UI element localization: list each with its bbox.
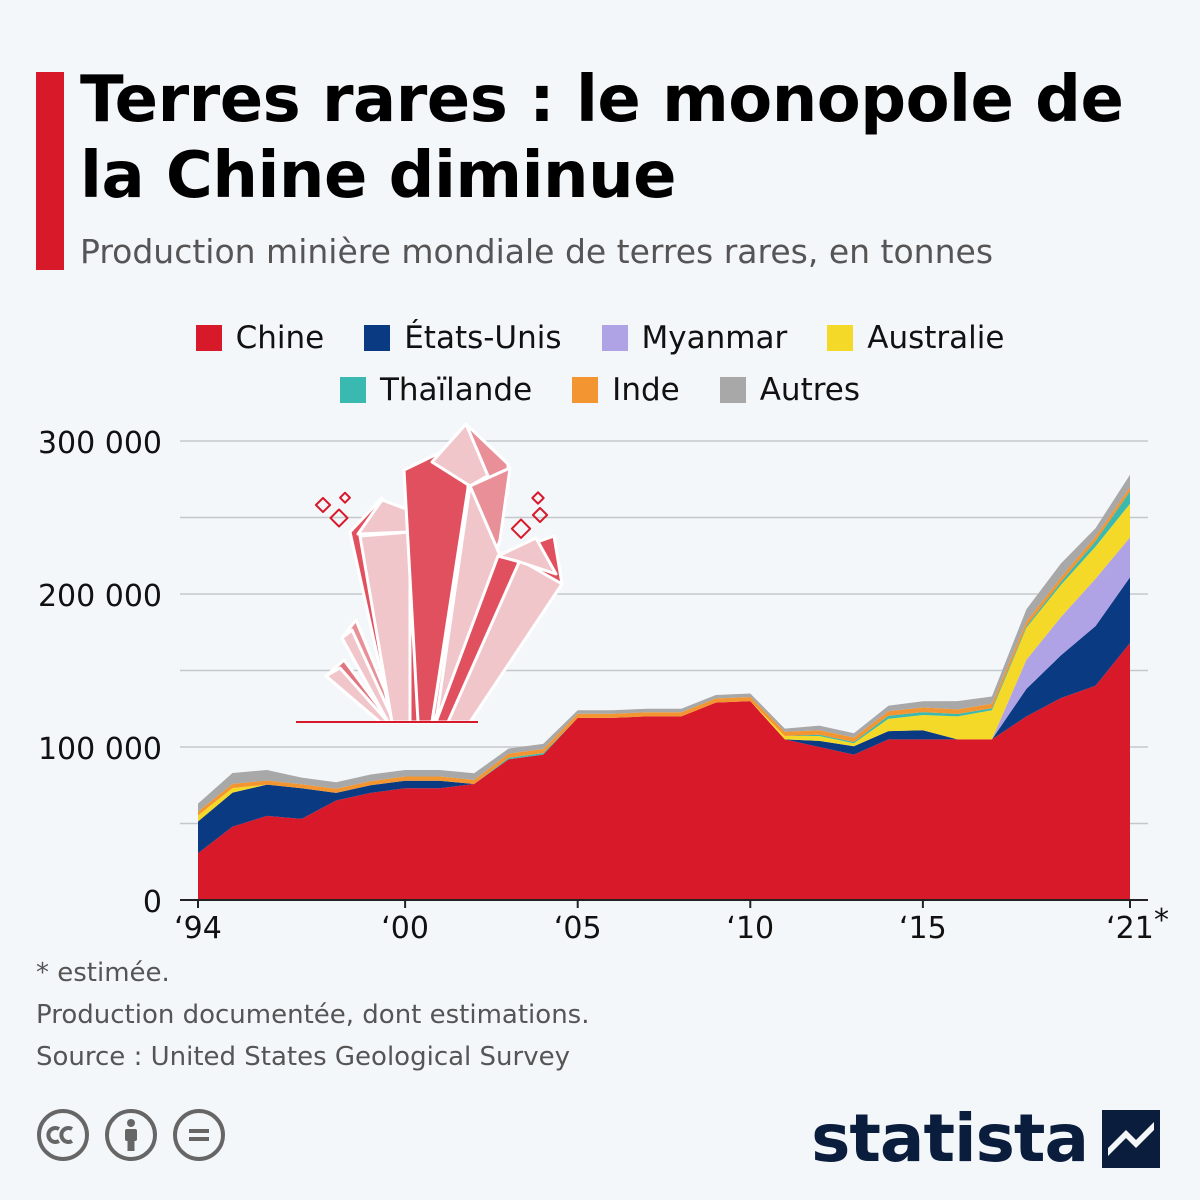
legend-label-myanmar: Myanmar: [641, 320, 788, 356]
legend-swatch-thailande: [339, 377, 366, 403]
statista-logo: statista: [811, 1100, 1160, 1177]
chart-subtitle: Production minière mondiale de terres ra…: [80, 232, 994, 271]
legend-swatch-etats-unis: [364, 325, 391, 351]
attribution-icon: [105, 1109, 157, 1161]
legend-item-chine: Chine: [195, 318, 325, 358]
legend-label-autres: Autres: [759, 372, 861, 408]
x-tick-label: ‘10: [726, 911, 774, 946]
legend-item-thailande: Thaïlande: [339, 370, 533, 410]
legend-label-australie: Australie: [867, 320, 1005, 356]
area-series-autres: [198, 474, 1130, 812]
x-tick-label: ‘94: [174, 911, 222, 946]
legend-item-inde: Inde: [572, 370, 680, 410]
cc-icon: [37, 1109, 89, 1161]
area-series-etats-unis: [198, 577, 1130, 854]
legend-label-chine: Chine: [235, 320, 325, 356]
legend-item-australie: Australie: [827, 318, 1004, 358]
crystal-center-tall: [402, 422, 512, 724]
x-tick-estimate-marker: *: [1154, 903, 1169, 938]
legend-swatch-autres: [719, 377, 746, 403]
legend-swatch-chine: [195, 325, 222, 351]
legend-item-myanmar: Myanmar: [601, 318, 788, 358]
title-accent-bar: [36, 72, 64, 270]
legend-swatch-australie: [827, 325, 854, 351]
statista-logo-icon: [1102, 1109, 1160, 1168]
no-derivatives-icon: [173, 1109, 225, 1161]
chart-title: Terres rares : le monopole de la Chine d…: [80, 63, 1124, 213]
axes: 0 100 000 200 000 300 000 ‘94 ‘00 ‘05 ‘10 ‘15 ‘21…: [38, 426, 1169, 946]
legend-label-thailande: Thaïlande: [379, 372, 533, 408]
y-tick-label: 100 000: [38, 732, 162, 767]
legend-item-autres: Autres: [719, 370, 861, 410]
y-tick-label: 200 000: [38, 579, 162, 614]
legend-label-inde: Inde: [612, 372, 680, 408]
area-series-chine: [198, 643, 1130, 900]
license-icons: [36, 1108, 226, 1162]
sparkle-icons: [314, 491, 549, 539]
brand-name: statista: [811, 1100, 1089, 1177]
x-tick-label: ‘15: [899, 911, 947, 946]
footnote-estimate: * estimée.: [36, 958, 170, 988]
legend-swatch-myanmar: [601, 325, 628, 351]
area-series-layer: [198, 474, 1130, 900]
chart-legend: Chine États-Unis Myanmar Australie Thaïl…: [0, 318, 1200, 410]
legend-label-etats-unis: États-Unis: [404, 320, 562, 356]
x-tick-label: ‘05: [554, 911, 602, 946]
x-tick-label: ‘21: [1106, 911, 1154, 946]
footnote-documented: Production documentée, dont estimations.: [36, 1000, 590, 1030]
source-note: Source : United States Geological Survey: [36, 1042, 570, 1072]
legend-swatch-inde: [572, 377, 599, 403]
stacked-area-chart: 0 100 000 200 000 300 000 ‘94 ‘00 ‘05 ‘10 ‘15 ‘21…: [38, 422, 1169, 946]
y-tick-label: 300 000: [38, 426, 162, 461]
crystal-right-tilted: [434, 534, 564, 724]
crystal-illustration: [296, 422, 564, 724]
y-tick-label: 0: [143, 885, 162, 920]
x-tick-label: ‘00: [381, 911, 429, 946]
legend-item-etats-unis: États-Unis: [364, 318, 562, 358]
